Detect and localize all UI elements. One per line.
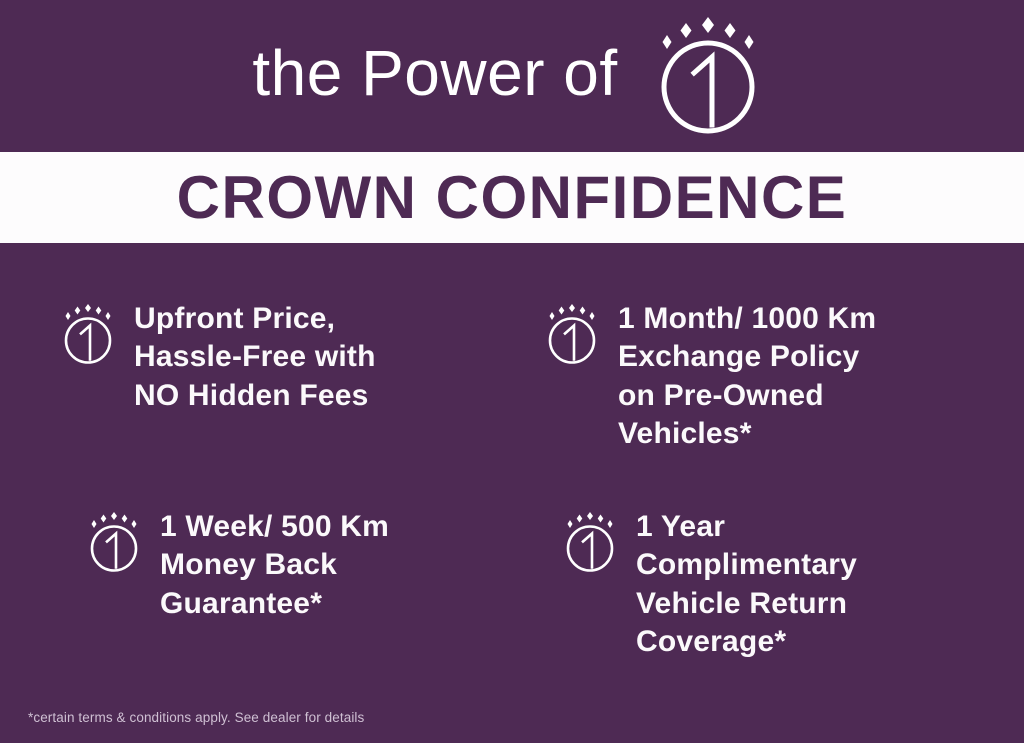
crown-one-logo-icon — [64, 304, 112, 364]
feature-item-money-back: 1 Week/ 500 Km Money Back Guarantee* — [82, 508, 522, 623]
crown-one-logo-icon — [661, 17, 755, 134]
feature-line: Upfront Price, — [134, 302, 336, 335]
feature-item-upfront-price: Upfront Price, Hassle-Free with NO Hidde… — [56, 300, 496, 415]
feature-line: Complimentary — [636, 548, 857, 582]
feature-line: Guarantee* — [160, 586, 323, 620]
feature-line: Money Back — [160, 548, 338, 582]
crown-one-logo-icon — [566, 512, 614, 572]
feature-line: on Pre-Owned — [618, 378, 824, 412]
feature-text: 1 Year Complimentary Vehicle Return Cove… — [636, 508, 857, 662]
feature-grid: Upfront Price, Hassle-Free with NO Hidde… — [0, 243, 1024, 695]
feature-line: 1 Month/ 1000 Km — [618, 302, 877, 335]
feature-item-vehicle-return: 1 Year Complimentary Vehicle Return Cove… — [558, 508, 998, 662]
feature-item-exchange-policy: 1 Month/ 1000 Km Exchange Policy on Pre-… — [540, 300, 980, 454]
disclaimer-text: *certain terms & conditions apply. See d… — [28, 710, 365, 725]
feature-line: Exchange Policy — [618, 340, 860, 374]
crown-one-logo-icon — [548, 304, 596, 364]
crown-one-logo-icon — [90, 512, 138, 572]
feature-text: Upfront Price, Hassle-Free with NO Hidde… — [134, 300, 376, 415]
page-title: the Power of — [252, 37, 618, 109]
banner-title: CROWN CONFIDENCE — [176, 163, 848, 231]
feature-text: 1 Week/ 500 Km Money Back Guarantee* — [160, 508, 389, 623]
banner: CROWN CONFIDENCE — [0, 152, 1024, 243]
feature-line: 1 Week/ 500 Km — [160, 510, 390, 543]
header: the Power of — [0, 0, 1024, 152]
feature-line: Hassle-Free with — [134, 340, 376, 374]
feature-line: NO Hidden Fees — [134, 378, 369, 412]
feature-line: Vehicle Return — [636, 586, 848, 620]
feature-line: Coverage* — [636, 625, 787, 659]
feature-line: Vehicles* — [618, 417, 752, 451]
feature-line: 1 Year — [636, 510, 726, 543]
feature-text: 1 Month/ 1000 Km Exchange Policy on Pre-… — [618, 300, 876, 454]
